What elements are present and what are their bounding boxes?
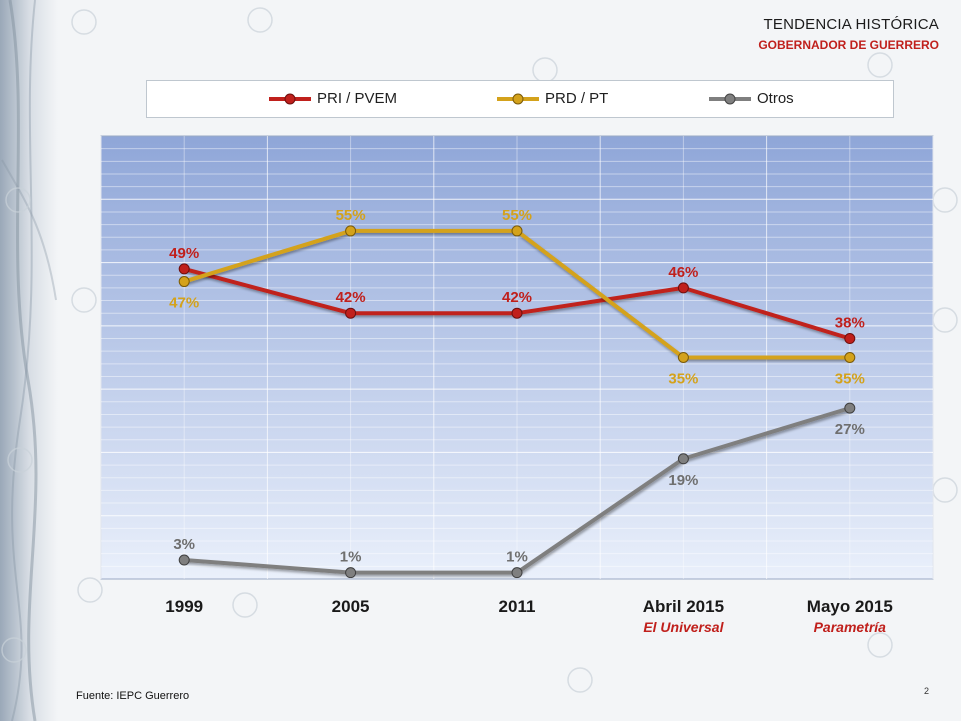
data-label-prd: 35% bbox=[835, 371, 865, 388]
data-label-pri: 38% bbox=[835, 315, 865, 332]
data-label-otros: 1% bbox=[340, 549, 362, 566]
data-label-prd: 55% bbox=[502, 207, 532, 224]
x-tick-label: 1999 bbox=[165, 597, 203, 616]
data-label-prd: 35% bbox=[668, 371, 698, 388]
page-title: TENDENCIA HISTÓRICA bbox=[763, 16, 939, 33]
data-point-prd bbox=[178, 276, 190, 288]
x-tick-label: 2011 bbox=[499, 597, 536, 616]
data-point-prd bbox=[511, 225, 523, 237]
data-label-otros: 19% bbox=[668, 472, 698, 489]
data-label-otros: 27% bbox=[835, 421, 865, 438]
data-point-otros bbox=[677, 453, 689, 465]
page-subtitle: GOBERNADOR DE GUERRERO bbox=[758, 38, 939, 52]
data-label-prd: 55% bbox=[336, 207, 366, 224]
source-note: Fuente: IEPC Guerrero bbox=[76, 690, 190, 702]
data-point-pri bbox=[844, 333, 856, 345]
x-tick-label: Mayo 2015 bbox=[807, 597, 893, 616]
x-axis: 1999 2005 2011 Abril 2015 El Universal Mayo 2… bbox=[165, 597, 893, 635]
legend-label-pri: PRI / PVEM bbox=[317, 90, 398, 107]
left-decorative-strip bbox=[0, 0, 58, 721]
data-point-pri bbox=[511, 307, 523, 319]
data-point-pri bbox=[178, 263, 190, 275]
data-point-prd bbox=[345, 225, 357, 237]
series-layer bbox=[178, 225, 856, 579]
data-label-pri: 42% bbox=[336, 289, 366, 306]
data-label-otros: 3% bbox=[173, 536, 195, 553]
data-point-prd bbox=[677, 352, 689, 363]
data-label-pri: 42% bbox=[502, 289, 532, 306]
x-tick-label: Abril 2015 bbox=[643, 597, 724, 616]
data-label-pri: 49% bbox=[169, 245, 199, 262]
legend-swatch-prd bbox=[497, 93, 539, 105]
legend-swatch-pri bbox=[269, 93, 311, 105]
legend-label-otros: Otros bbox=[757, 90, 794, 107]
data-point-otros bbox=[844, 402, 856, 414]
data-point-otros bbox=[345, 567, 357, 579]
data-point-otros bbox=[178, 554, 190, 566]
data-label-pri: 46% bbox=[668, 264, 698, 281]
x-tick-sublabel: Parametría bbox=[814, 619, 887, 635]
data-label-prd: 47% bbox=[169, 295, 199, 312]
x-tick-sublabel: El Universal bbox=[643, 619, 724, 635]
legend-label-prd: PRD / PT bbox=[545, 90, 609, 107]
data-point-otros bbox=[511, 567, 523, 579]
data-label-otros: 1% bbox=[506, 549, 528, 566]
chart-legend: PRI / PVEM PRD / PT Otros bbox=[146, 80, 894, 118]
data-point-prd bbox=[844, 352, 856, 363]
legend-swatch-otros bbox=[709, 93, 751, 105]
data-point-pri bbox=[345, 307, 357, 319]
x-tick-label: 2005 bbox=[332, 597, 370, 616]
grid-lines bbox=[100, 136, 934, 579]
data-labels-layer: 49% 42% 42% 46% 38% 47% 55% 55% 35% 35% 3% 1% 1% 19% 2… bbox=[169, 207, 865, 566]
data-point-pri bbox=[677, 282, 689, 294]
page-number: 2 bbox=[924, 686, 930, 696]
